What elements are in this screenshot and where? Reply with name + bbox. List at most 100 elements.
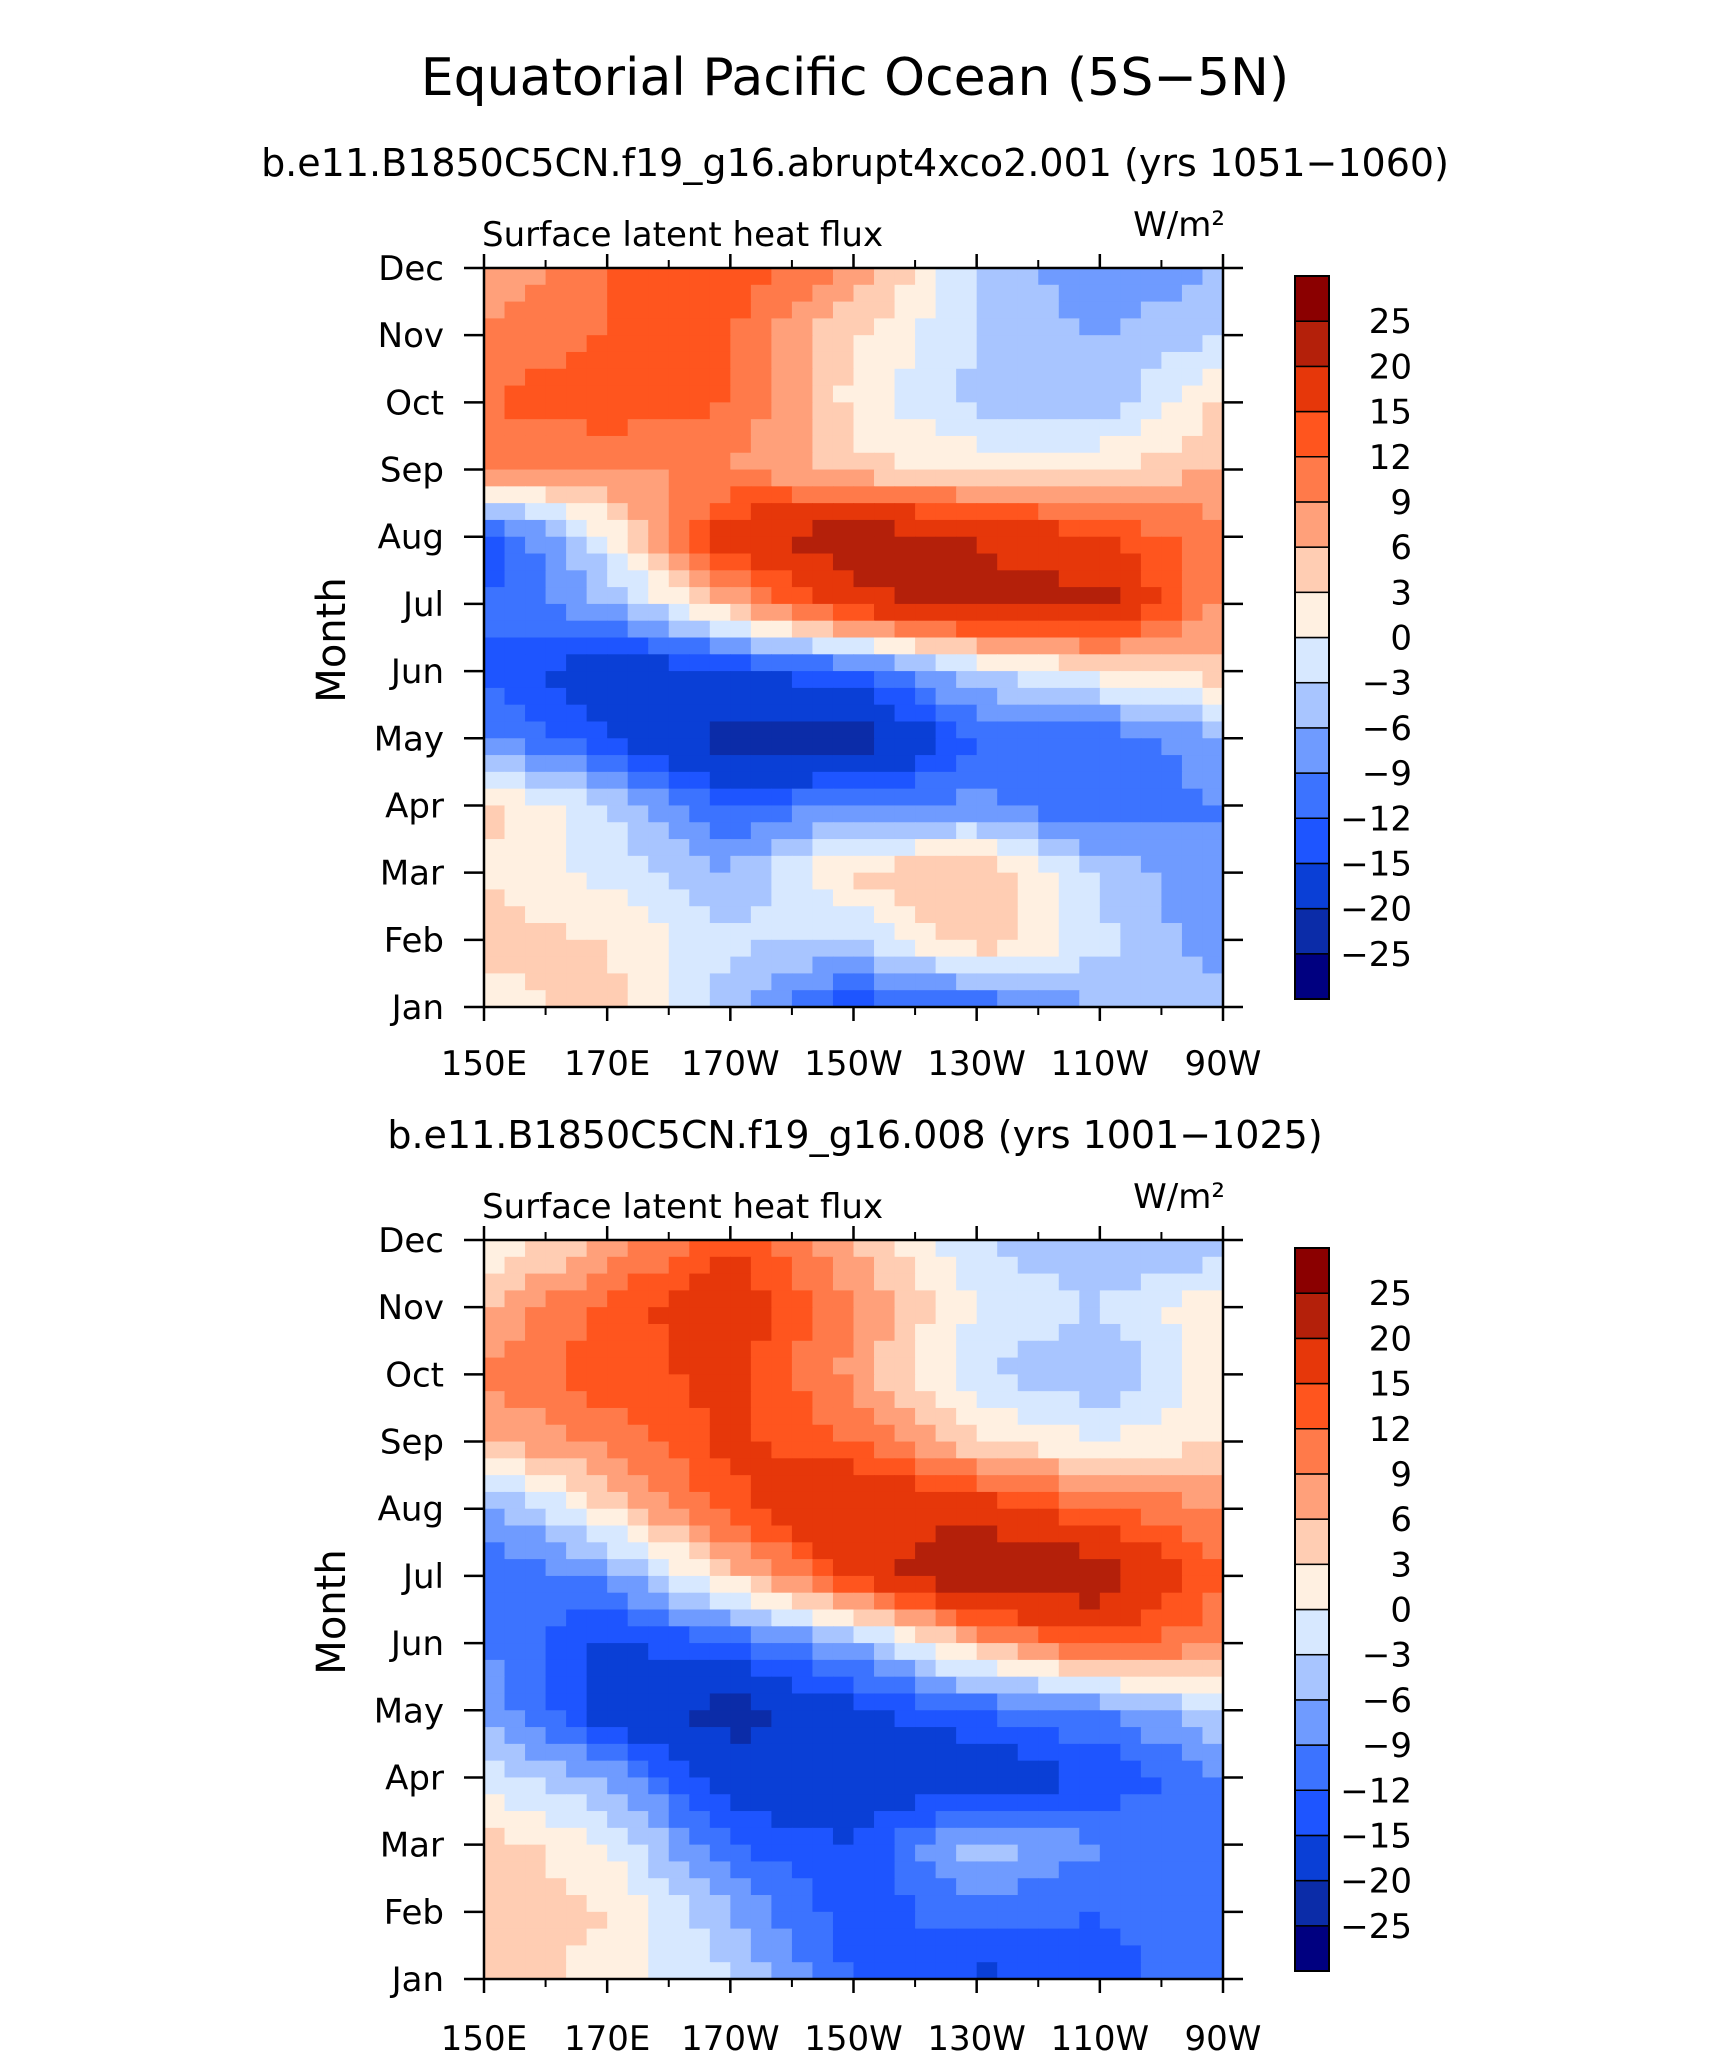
heatmap-cell	[1058, 1491, 1080, 1510]
heatmap-cell	[545, 1827, 567, 1846]
heatmap-cell	[771, 1441, 793, 1459]
colorbar-frame	[1294, 1247, 1330, 1972]
heatmap-cell	[997, 1475, 1019, 1493]
heatmap-cell	[1017, 738, 1039, 756]
heatmap-cell	[504, 1911, 526, 1930]
heatmap-cell	[504, 939, 526, 958]
heatmap-cell	[1140, 1727, 1163, 1745]
heatmap-cell	[832, 1424, 855, 1443]
heatmap-cell	[771, 1458, 793, 1476]
heatmap-cell	[1120, 956, 1142, 975]
heatmap-cell	[648, 435, 670, 454]
heatmap-cell	[1202, 1424, 1224, 1443]
heatmap-cell	[1058, 1643, 1080, 1661]
heatmap-cell	[976, 939, 998, 958]
heatmap-cell	[689, 1811, 711, 1829]
heatmap-cell	[1120, 872, 1142, 891]
heatmap-cell	[709, 1878, 731, 1896]
heatmap-cell	[832, 1777, 855, 1795]
heatmap-cell	[1181, 1777, 1204, 1795]
heatmap-cell	[1038, 923, 1060, 941]
heatmap-cell	[853, 1323, 875, 1342]
heatmap-cell	[730, 1273, 752, 1291]
heatmap-cell	[812, 402, 834, 420]
heatmap-cell	[1099, 519, 1121, 538]
heatmap-cell	[1140, 1407, 1163, 1426]
heatmap-cell	[1099, 1777, 1121, 1795]
heatmap-cell	[956, 939, 978, 958]
heatmap-cell	[586, 553, 608, 571]
heatmap-cell	[935, 738, 957, 756]
heatmap-cell	[874, 1878, 896, 1896]
heatmap-cell	[566, 923, 588, 941]
heatmap-cell	[812, 335, 834, 353]
heatmap-cell	[1140, 1575, 1163, 1594]
heatmap-cell	[1099, 839, 1121, 857]
heatmap-cell	[648, 385, 670, 403]
heatmap-cell	[648, 1374, 670, 1392]
heatmap-cell	[1161, 385, 1183, 403]
heatmap-cell	[1181, 1844, 1204, 1863]
heatmap-cell	[627, 587, 649, 605]
heatmap-cell	[504, 1441, 526, 1459]
heatmap-cell	[1079, 1945, 1101, 1963]
heatmap-cell	[586, 973, 608, 991]
heatmap-cell	[607, 1760, 629, 1779]
heatmap-cell	[730, 1911, 752, 1930]
heatmap-cell	[1120, 620, 1142, 639]
heatmap-cell	[525, 1794, 547, 1812]
heatmap-cell	[1099, 603, 1121, 622]
heatmap-cell	[956, 1895, 978, 1913]
heatmap-cell	[566, 368, 588, 387]
heatmap-cell	[874, 1424, 896, 1443]
heatmap-cell	[874, 704, 896, 723]
heatmap-cell	[1079, 1777, 1101, 1795]
heatmap-cell	[709, 620, 731, 639]
heatmap-cell	[853, 1525, 875, 1543]
heatmap-cell	[668, 990, 690, 1008]
heatmap-cell	[1202, 1475, 1224, 1493]
heatmap-cell	[484, 318, 506, 336]
heatmap-cell	[812, 1676, 834, 1695]
heatmap-cell	[1181, 1861, 1204, 1879]
heatmap-cell	[915, 435, 937, 454]
heatmap-cell	[750, 1340, 772, 1359]
heatmap-cell	[586, 855, 608, 874]
heatmap-cell	[1038, 1693, 1060, 1711]
heatmap-cell	[935, 1911, 957, 1930]
heatmap-cell	[689, 435, 711, 454]
heatmap-cell	[956, 1861, 978, 1879]
heatmap-cell	[627, 771, 649, 790]
heatmap-cell	[832, 1256, 855, 1275]
heatmap-cell	[545, 1525, 567, 1543]
heatmap-cell	[853, 687, 875, 706]
heatmap-cell	[915, 368, 937, 387]
heatmap-cell	[1140, 570, 1163, 588]
heatmap-cell	[648, 1307, 670, 1325]
heatmap-cell	[997, 1290, 1019, 1308]
heatmap-cell	[525, 738, 547, 756]
heatmap-cell	[771, 620, 793, 639]
y-tick-label: Aug	[378, 518, 444, 558]
heatmap-cell	[607, 1827, 629, 1846]
heatmap-cell	[832, 637, 855, 655]
heatmap-cell	[1120, 1491, 1142, 1510]
heatmap-cell	[1017, 1491, 1039, 1510]
heatmap-cell	[1181, 1307, 1204, 1325]
heatmap-cell	[935, 1307, 957, 1325]
heatmap-cell	[1140, 1525, 1163, 1543]
heatmap-cell	[484, 536, 506, 555]
heatmap-cell	[812, 1357, 834, 1375]
heatmap-cell	[1099, 1760, 1121, 1779]
heatmap-cell	[566, 1643, 588, 1661]
heatmap-cell	[812, 435, 834, 454]
heatmap-cell	[1079, 603, 1101, 622]
heatmap-cell	[935, 1794, 957, 1812]
heatmap-cell	[1161, 1391, 1183, 1409]
heatmap-cell	[1038, 1424, 1060, 1443]
colorbar-box	[1294, 1473, 1330, 1520]
heatmap-cell	[648, 1659, 670, 1678]
heatmap-cell	[484, 738, 506, 756]
heatmap-cell	[812, 368, 834, 387]
heatmap-cell	[997, 452, 1019, 471]
